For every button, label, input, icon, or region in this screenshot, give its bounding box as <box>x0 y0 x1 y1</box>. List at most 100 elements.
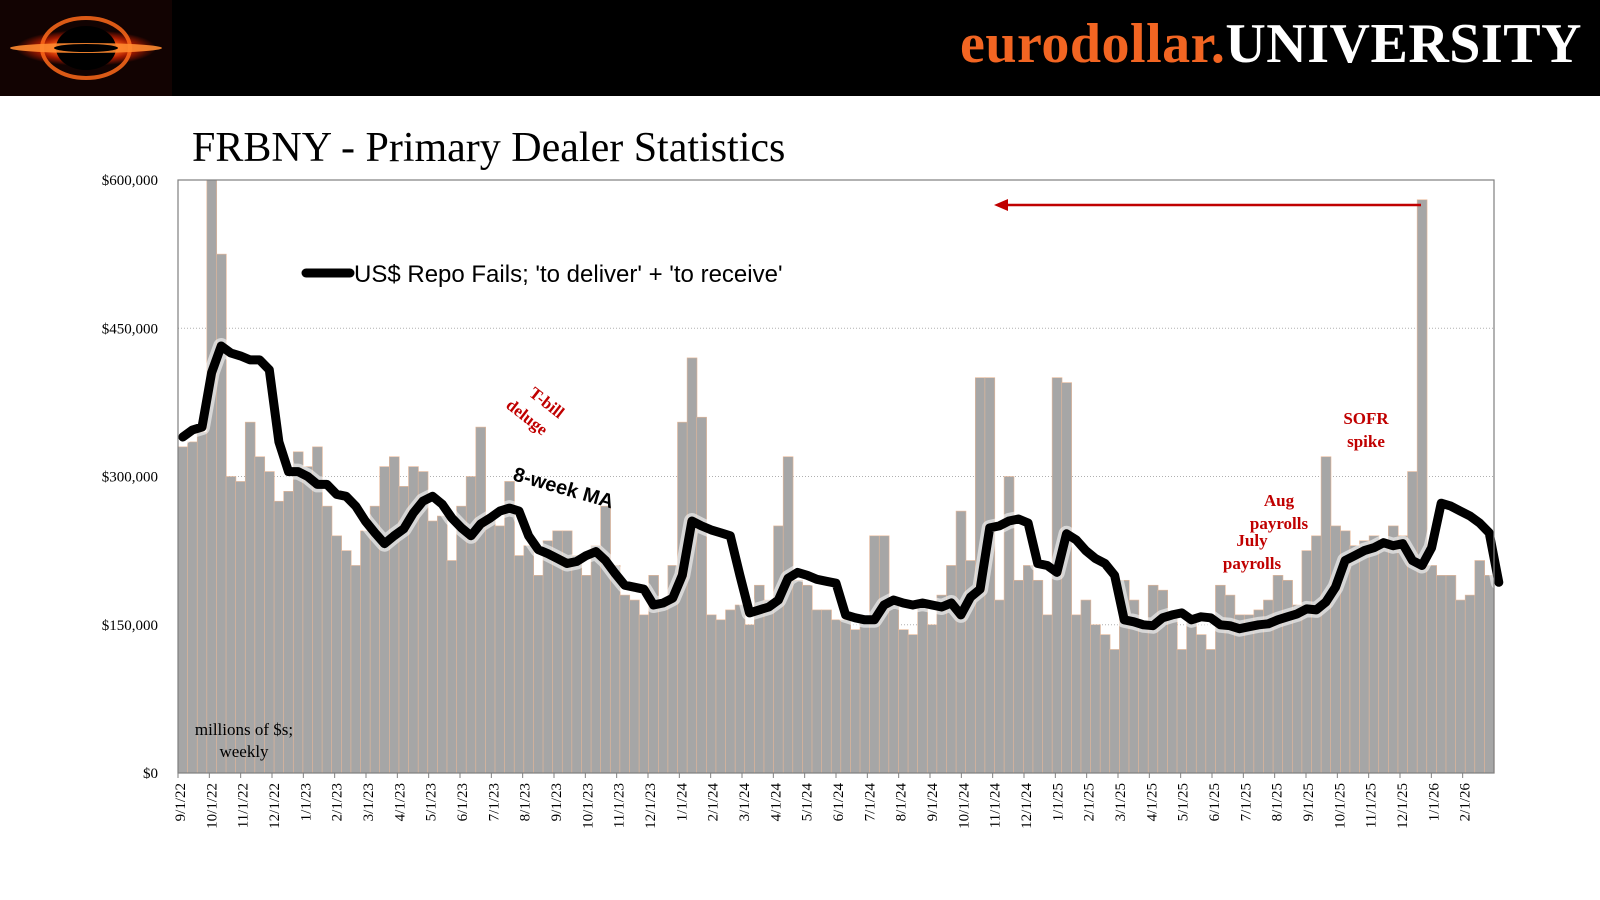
bar <box>994 599 1005 774</box>
bar <box>725 609 736 774</box>
x-tick-label: 9/1/24 <box>925 783 941 822</box>
x-tick-label: 1/1/24 <box>674 783 690 822</box>
bar <box>1090 624 1101 774</box>
x-tick-label: 10/1/24 <box>956 783 972 829</box>
bar <box>600 505 611 774</box>
x-tick-label: 2/1/26 <box>1458 783 1474 822</box>
x-tick-label: 8/1/24 <box>894 783 910 822</box>
x-tick-label: 12/1/23 <box>643 783 659 829</box>
x-tick-label: 7/1/25 <box>1238 783 1254 821</box>
bar <box>1167 614 1178 774</box>
bar <box>216 253 227 774</box>
x-tick-label: 6/1/25 <box>1207 783 1223 821</box>
bar <box>1013 579 1024 774</box>
x-tick-label: 7/1/23 <box>486 783 502 821</box>
bar <box>830 619 842 774</box>
bar <box>840 619 852 774</box>
x-tick-label: 10/1/23 <box>580 783 596 829</box>
bar <box>696 416 707 774</box>
x-tick-label: 11/1/25 <box>1364 783 1380 828</box>
bar <box>340 550 352 774</box>
legend-label: US$ Repo Fails; 'to deliver' + 'to recei… <box>354 261 783 288</box>
x-tick-label: 1/1/26 <box>1426 783 1442 822</box>
bar <box>475 426 486 774</box>
bar <box>782 456 794 774</box>
bar <box>1080 599 1092 774</box>
bar <box>292 451 304 774</box>
x-tick-label: 5/1/23 <box>424 783 440 821</box>
x-tick-label: 3/1/23 <box>361 783 377 821</box>
bar <box>734 604 746 774</box>
bar <box>1272 575 1284 774</box>
bar <box>177 446 189 774</box>
moving-average-series <box>174 338 1507 637</box>
brand-part1: eurodollar. <box>960 13 1226 75</box>
bar <box>504 481 515 774</box>
bar <box>312 446 323 774</box>
bar <box>744 624 755 774</box>
x-tick-label: 3/1/25 <box>1113 783 1129 821</box>
bar <box>1349 545 1361 774</box>
bar <box>1176 649 1188 774</box>
annotation-aug-line2: payrolls <box>1250 514 1309 533</box>
bar <box>1388 525 1399 774</box>
bar <box>1099 634 1111 774</box>
bar <box>1474 560 1485 774</box>
bar <box>571 555 583 774</box>
bar <box>715 619 727 774</box>
bar <box>1205 649 1217 774</box>
annotation-july-line2: payrolls <box>1223 554 1282 573</box>
bar <box>542 540 554 774</box>
x-tick-label: 5/1/25 <box>1176 783 1192 821</box>
x-tick-label: 2/1/24 <box>706 783 722 822</box>
bar <box>1311 535 1322 774</box>
chart-title: FRBNY - Primary Dealer Statistics <box>192 125 786 171</box>
bar <box>629 599 640 774</box>
bar <box>427 520 438 774</box>
bar <box>907 634 919 774</box>
y-tick-label: $300,000 <box>102 470 158 486</box>
bar <box>955 510 967 774</box>
bar <box>494 525 506 774</box>
x-tick-label: 4/1/25 <box>1144 783 1160 821</box>
bar <box>1426 565 1437 774</box>
bar <box>437 515 448 774</box>
bar <box>331 535 342 774</box>
bar <box>590 545 602 774</box>
bar <box>302 466 314 774</box>
x-tick-label: 12/1/24 <box>1019 783 1035 829</box>
bar <box>446 560 458 774</box>
x-tick-label: 9/1/23 <box>549 783 565 821</box>
y-tick-label: $600,000 <box>102 173 158 189</box>
annotation-sofr-line1: SOFR <box>1343 409 1389 428</box>
bar <box>533 575 544 774</box>
arrow-head <box>994 199 1008 211</box>
bar <box>1032 579 1044 774</box>
bar <box>898 629 909 774</box>
x-tick-label: 11/1/24 <box>988 783 1004 829</box>
bar <box>773 525 784 774</box>
bar <box>1291 604 1303 774</box>
bar <box>1243 614 1255 774</box>
x-tick-label: 4/1/23 <box>392 783 408 821</box>
x-tick-label: 3/1/24 <box>737 783 753 822</box>
annotation-aug-line1: Aug <box>1264 491 1295 510</box>
x-tick-label: 4/1/24 <box>768 783 784 822</box>
bar <box>485 515 496 774</box>
bar <box>321 505 333 774</box>
x-tick-label: 8/1/23 <box>518 783 534 821</box>
y-tick-label: $450,000 <box>102 321 158 337</box>
x-tick-label: 12/1/22 <box>267 783 283 829</box>
black-hole-logo-icon <box>0 0 172 96</box>
x-tick-label: 12/1/25 <box>1395 783 1411 829</box>
bar <box>513 555 525 774</box>
bar <box>1195 634 1207 774</box>
bar <box>1397 535 1409 774</box>
x-tick-label: 10/1/25 <box>1332 783 1348 829</box>
bar <box>1407 471 1418 774</box>
x-tick-label: 5/1/24 <box>800 783 816 822</box>
bar <box>1464 594 1476 774</box>
brand-title: eurodollar.UNIVERSITY <box>960 12 1582 76</box>
bar <box>1436 575 1447 774</box>
